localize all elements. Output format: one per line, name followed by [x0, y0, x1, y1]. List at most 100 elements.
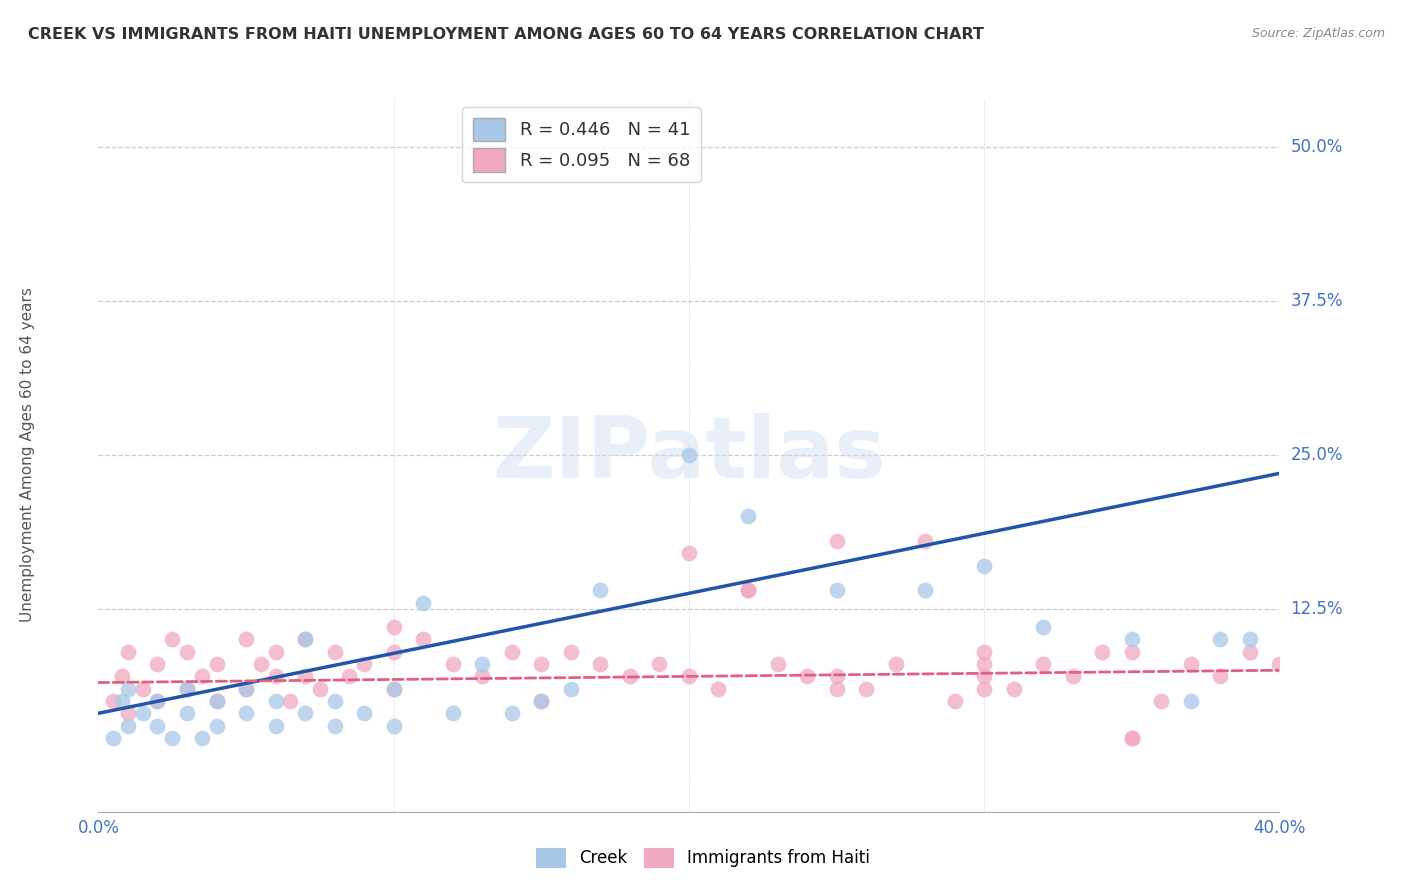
- Point: [117, 718, 139, 732]
- Point: [914, 583, 936, 598]
- Point: [678, 546, 700, 560]
- Point: [103, 731, 125, 745]
- Point: [353, 657, 375, 671]
- Point: [737, 583, 759, 598]
- Point: [678, 448, 700, 462]
- Point: [973, 669, 995, 683]
- Point: [1032, 620, 1054, 634]
- Point: [235, 681, 257, 696]
- Point: [825, 681, 848, 696]
- Point: [309, 681, 332, 696]
- Point: [766, 657, 789, 671]
- Point: [560, 681, 582, 696]
- Point: [235, 632, 257, 647]
- Point: [737, 583, 759, 598]
- Point: [353, 706, 375, 721]
- Point: [1209, 632, 1232, 647]
- Point: [191, 669, 214, 683]
- Point: [1121, 731, 1143, 745]
- Point: [825, 669, 848, 683]
- Point: [176, 706, 198, 721]
- Point: [1091, 645, 1114, 659]
- Text: CREEK VS IMMIGRANTS FROM HAITI UNEMPLOYMENT AMONG AGES 60 TO 64 YEARS CORRELATIO: CREEK VS IMMIGRANTS FROM HAITI UNEMPLOYM…: [28, 27, 984, 42]
- Point: [132, 706, 155, 721]
- Point: [501, 645, 523, 659]
- Point: [382, 620, 405, 634]
- Text: 12.5%: 12.5%: [1291, 599, 1343, 618]
- Point: [589, 657, 612, 671]
- Point: [146, 657, 169, 671]
- Point: [1150, 694, 1173, 708]
- Point: [191, 731, 214, 745]
- Point: [250, 657, 273, 671]
- Point: [530, 694, 553, 708]
- Point: [235, 681, 257, 696]
- Point: [294, 669, 316, 683]
- Point: [294, 632, 316, 647]
- Point: [1002, 681, 1025, 696]
- Point: [205, 718, 228, 732]
- Point: [1239, 645, 1261, 659]
- Point: [737, 509, 759, 524]
- Point: [176, 681, 198, 696]
- Point: [1268, 657, 1291, 671]
- Point: [973, 657, 995, 671]
- Point: [111, 694, 134, 708]
- Point: [382, 718, 405, 732]
- Point: [1180, 657, 1202, 671]
- Point: [132, 681, 155, 696]
- Point: [412, 632, 434, 647]
- Point: [973, 645, 995, 659]
- Point: [117, 706, 139, 721]
- Point: [1032, 657, 1054, 671]
- Point: [530, 694, 553, 708]
- Point: [264, 694, 287, 708]
- Point: [205, 694, 228, 708]
- Point: [176, 681, 198, 696]
- Point: [825, 583, 848, 598]
- Text: 37.5%: 37.5%: [1291, 292, 1343, 310]
- Point: [707, 681, 730, 696]
- Point: [973, 558, 995, 573]
- Point: [382, 681, 405, 696]
- Point: [855, 681, 877, 696]
- Point: [278, 694, 302, 708]
- Point: [117, 645, 139, 659]
- Point: [1062, 669, 1084, 683]
- Text: 25.0%: 25.0%: [1291, 446, 1343, 464]
- Point: [111, 669, 134, 683]
- Point: [560, 645, 582, 659]
- Point: [973, 681, 995, 696]
- Point: [1239, 632, 1261, 647]
- Point: [648, 657, 671, 671]
- Point: [796, 669, 818, 683]
- Point: [294, 706, 316, 721]
- Point: [323, 694, 346, 708]
- Point: [412, 596, 434, 610]
- Point: [264, 645, 287, 659]
- Point: [1121, 632, 1143, 647]
- Point: [205, 657, 228, 671]
- Text: ZIPatlas: ZIPatlas: [492, 413, 886, 497]
- Point: [382, 681, 405, 696]
- Point: [294, 632, 316, 647]
- Point: [337, 669, 360, 683]
- Text: 50.0%: 50.0%: [1291, 138, 1343, 156]
- Point: [117, 681, 139, 696]
- Point: [619, 669, 641, 683]
- Point: [323, 718, 346, 732]
- Point: [884, 657, 907, 671]
- Text: Source: ZipAtlas.com: Source: ZipAtlas.com: [1251, 27, 1385, 40]
- Point: [589, 583, 612, 598]
- Point: [146, 694, 169, 708]
- Point: [471, 669, 494, 683]
- Text: Unemployment Among Ages 60 to 64 years: Unemployment Among Ages 60 to 64 years: [20, 287, 35, 623]
- Point: [382, 645, 405, 659]
- Point: [146, 694, 169, 708]
- Point: [1209, 669, 1232, 683]
- Point: [678, 669, 700, 683]
- Point: [914, 534, 936, 549]
- Point: [825, 534, 848, 549]
- Point: [1121, 731, 1143, 745]
- Point: [264, 669, 287, 683]
